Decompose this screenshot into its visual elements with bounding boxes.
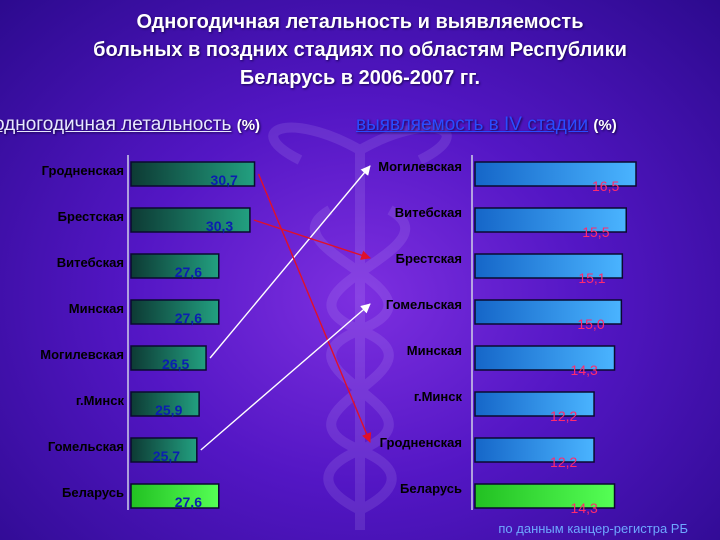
- connector-arrow-2: [257, 173, 372, 443]
- title-line-2: больных в поздних стадиях по областям Ре…: [93, 39, 627, 61]
- detection-bar-2: [474, 253, 624, 279]
- detection-category-7: Беларусь: [400, 481, 462, 496]
- mortality-category-5: г.Минск: [75, 393, 124, 408]
- left-chart-heading: одногодичная летальность (%): [0, 113, 260, 138]
- detection-bar-4: [474, 345, 616, 371]
- bars: [130, 161, 637, 509]
- caduceus-watermark: [268, 122, 452, 530]
- detection-value-4: 14,3: [570, 362, 598, 378]
- detection-value-3: 15,0: [577, 316, 605, 332]
- mortality-category-2: Витебская: [56, 255, 124, 270]
- detection-value-1: 15,5: [582, 224, 610, 240]
- right-chart-heading: выявляемость в IV стадии (%): [356, 113, 617, 138]
- mortality-value-1: 30,3: [205, 218, 234, 234]
- mortality-value-3: 27,6: [174, 310, 202, 326]
- mortality-bar-4: [130, 345, 207, 371]
- detection-category-5: г.Минск: [413, 389, 462, 404]
- mortality-category-1: Брестская: [57, 209, 124, 224]
- connector-arrow-0: [209, 165, 371, 359]
- detection-bar-7: [474, 483, 616, 509]
- mortality-category-6: Гомельская: [47, 439, 124, 454]
- detection-category-2: Брестская: [395, 251, 462, 266]
- left-chart-unit: (%): [236, 117, 261, 134]
- detection-category-0: Могилевская: [378, 159, 462, 174]
- mortality-category-3: Минская: [68, 301, 124, 316]
- mortality-bar-1: [130, 207, 251, 233]
- detection-value-2: 15,1: [578, 270, 606, 286]
- mortality-category-4: Могилевская: [40, 347, 124, 362]
- source-note: по данным канцер-регистра РБ: [498, 521, 688, 536]
- detection-value-5: 12,2: [550, 408, 578, 424]
- title-line-3: Беларусь в 2006-2007 гг.: [239, 67, 481, 89]
- detection-category-6: Гродненская: [379, 435, 462, 450]
- mortality-category-7: Беларусь: [62, 485, 124, 500]
- right-chart-title: выявляемость в IV стадии: [356, 114, 589, 135]
- detection-bar-5: [474, 391, 595, 417]
- detection-bar-3: [474, 299, 623, 325]
- title-line-1: Одногодичная летальность и выявляемость: [136, 11, 584, 33]
- detection-bar-6: [474, 437, 595, 463]
- mortality-value-7: 27,6: [174, 494, 202, 510]
- detection-bar-1: [474, 207, 627, 233]
- mortality-bar-5: [130, 391, 200, 417]
- left-chart-title: одногодичная летальность: [0, 114, 232, 135]
- connector-arrow-3: [200, 303, 371, 451]
- mortality-value-2: 27,6: [174, 264, 202, 280]
- mortality-value-4: 26,5: [162, 356, 190, 372]
- mortality-value-6: 25,7: [152, 448, 181, 464]
- detection-value-7: 14,3: [570, 500, 598, 516]
- mortality-bar-2: [130, 253, 220, 279]
- mortality-bar-6: [130, 437, 198, 463]
- mortality-bar-0: [130, 161, 256, 187]
- detection-category-4: Минская: [406, 343, 462, 358]
- connector-arrows: [200, 165, 372, 451]
- detection-value-6: 12,2: [550, 454, 578, 470]
- mortality-category-0: Гродненская: [41, 163, 124, 178]
- mortality-bar-3: [130, 299, 220, 325]
- connector-arrow-1: [253, 219, 371, 260]
- detection-category-1: Витебская: [394, 205, 462, 220]
- mortality-value-0: 30,7: [210, 172, 238, 188]
- right-chart-unit: (%): [593, 117, 617, 134]
- mortality-value-5: 25,9: [155, 402, 183, 418]
- detection-category-3: Гомельская: [385, 297, 462, 312]
- detection-bar-0: [474, 161, 637, 187]
- mortality-bar-7: [130, 483, 220, 509]
- detection-value-0: 16,5: [592, 178, 620, 194]
